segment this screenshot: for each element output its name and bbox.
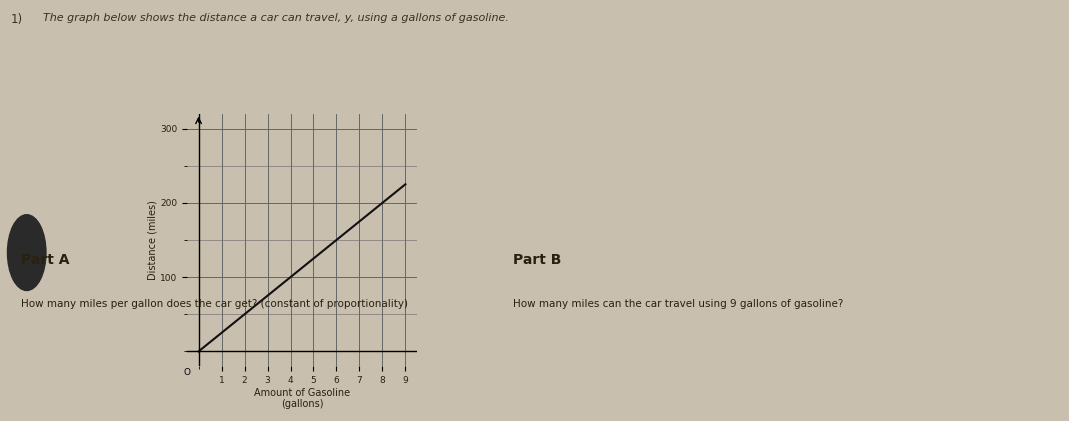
Text: The graph below shows the distance a car can travel, y, using a gallons of gasol: The graph below shows the distance a car…: [43, 13, 509, 23]
Circle shape: [7, 215, 46, 290]
Text: How many miles can the car travel using 9 gallons of gasoline?: How many miles can the car travel using …: [513, 299, 843, 309]
X-axis label: Amount of Gasoline
(gallons): Amount of Gasoline (gallons): [254, 388, 350, 409]
Text: How many miles per gallon does the car get? (constant of proportionality): How many miles per gallon does the car g…: [21, 299, 408, 309]
Y-axis label: Distance (miles): Distance (miles): [148, 200, 157, 280]
Text: O: O: [184, 368, 190, 377]
Text: Part A: Part A: [21, 253, 69, 266]
Text: Part B: Part B: [513, 253, 561, 266]
Text: 1): 1): [11, 13, 22, 26]
